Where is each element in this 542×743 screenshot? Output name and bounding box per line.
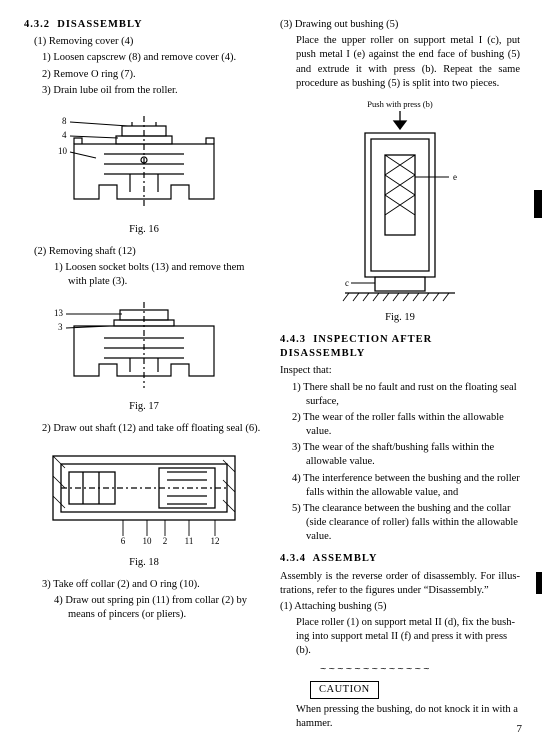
step-2-2: 2) Draw out shaft (12) and take off floa…: [42, 422, 264, 436]
fig19-label-c: c: [345, 278, 349, 288]
figure-16-svg: 8 4 10: [44, 104, 244, 219]
figure-19-svg: Push with press (b): [315, 97, 485, 307]
inspect-2: 2) The wear of the roller falls within t…: [280, 411, 520, 439]
fig16-label-10: 10: [58, 146, 68, 156]
caution-label: CAUTION: [310, 681, 379, 699]
section-432-number: 4.3.2: [24, 19, 50, 30]
section-432-title: DISASSEMBLY: [57, 19, 142, 30]
assembly-1: (1) Attaching bushing (5): [280, 600, 520, 614]
right-column: (3) Drawing out bushing (5) Place the up…: [280, 18, 520, 733]
section-434-title: ASSEMBLY: [313, 553, 378, 564]
section-434-heading: 4.3.4 ASSEMBLY: [280, 552, 520, 566]
section-443-number: 4.4.3: [280, 334, 306, 345]
inspect-1: 1) There shall be no fault and rust on t…: [280, 381, 520, 409]
page-number: 7: [517, 722, 523, 737]
section-432-heading: 4.3.2 DISASSEMBLY: [24, 18, 264, 32]
print-edge-mark: [534, 190, 542, 218]
caution-top-rule: ~ ~ ~ ~ ~ ~ ~ ~ ~ ~ ~ ~ ~: [320, 663, 520, 677]
step-2-4: 4) Draw out spring pin (11) from collar …: [42, 594, 264, 622]
assembly-lead: Assembly is the reverse order of disasse…: [280, 570, 520, 598]
figure-16-caption: Fig. 16: [24, 223, 264, 237]
section-434-number: 4.3.4: [280, 553, 306, 564]
section-443-heading: 4.4.3 INSPECTION AFTER DISASSEMBLY: [280, 333, 520, 361]
assembly-1-body: Place roller (1) on support metal II (d)…: [280, 616, 520, 659]
fig17-label-13: 13: [54, 308, 64, 318]
step-2: (2) Removing shaft (12): [34, 245, 264, 259]
fig16-label-4: 4: [62, 130, 67, 140]
print-edge-mark-2: [536, 572, 542, 594]
fig18-label-12: 12: [211, 536, 220, 546]
inspect-3: 3) The wear of the shaft/bushing falls w…: [280, 441, 520, 469]
step-1-1: 1) Loosen capscrew (8) and remove cover …: [42, 51, 264, 65]
step-1-3: 3) Drain lube oil from the roller.: [42, 84, 264, 98]
figure-17: 13 3: [24, 296, 264, 396]
figure-19: Push with press (b): [280, 97, 520, 307]
fig18-label-10: 10: [143, 536, 153, 546]
caution-text: When pressing the bushing, do not knock …: [280, 703, 520, 731]
fig19-push-label: Push with press (b): [367, 99, 433, 109]
step-1: (1) Removing cover (4): [34, 35, 264, 49]
figure-18-caption: Fig. 18: [24, 556, 264, 570]
fig18-label-6: 6: [121, 536, 126, 546]
fig18-label-11: 11: [185, 536, 194, 546]
figure-17-caption: Fig. 17: [24, 400, 264, 414]
step-3-body: Place the upper roller on support metal …: [280, 34, 520, 91]
step-1-2: 2) Remove O ring (7).: [42, 68, 264, 82]
inspect-4: 4) The interference between the bushing …: [280, 472, 520, 500]
figure-17-svg: 13 3: [44, 296, 244, 396]
step-3: (3) Drawing out bushing (5): [280, 18, 520, 32]
inspect-lead: Inspect that:: [280, 364, 520, 378]
fig16-label-8: 8: [62, 116, 67, 126]
caution-block: ~ ~ ~ ~ ~ ~ ~ ~ ~ ~ ~ ~ ~ CAUTION When p…: [280, 663, 520, 732]
fig18-label-2: 2: [163, 536, 168, 546]
inspect-5: 5) The clearance between the bushing and…: [280, 502, 520, 545]
figure-16: 8 4 10: [24, 104, 264, 219]
figure-18: 6 10 2 11 12: [24, 442, 264, 552]
left-column: 4.3.2 DISASSEMBLY (1) Removing cover (4)…: [24, 18, 264, 733]
figure-19-caption: Fig. 19: [280, 311, 520, 325]
figure-18-svg: 6 10 2 11 12: [39, 442, 249, 552]
step-2-1: 1) Loosen socket bolts (13) and remove t…: [42, 261, 264, 289]
fig19-label-e: e: [453, 172, 457, 182]
page-columns: 4.3.2 DISASSEMBLY (1) Removing cover (4)…: [24, 18, 528, 733]
fig17-label-3: 3: [58, 322, 63, 332]
step-2-3: 3) Take off collar (2) and O ring (10).: [42, 578, 264, 592]
